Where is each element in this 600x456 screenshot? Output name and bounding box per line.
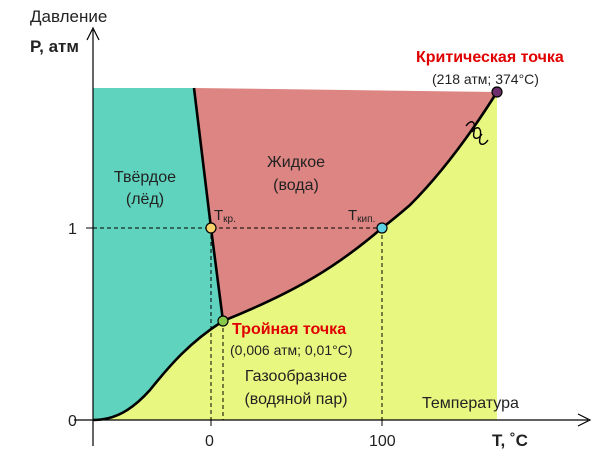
critical-point-title: Критическая точка bbox=[416, 49, 564, 66]
triple-point-title: Тройная точка bbox=[232, 321, 346, 338]
solid-region bbox=[93, 88, 223, 420]
gas-region bbox=[93, 92, 497, 420]
x-tick-label: 100 bbox=[369, 433, 396, 450]
y-axis-caption: Давление bbox=[30, 7, 107, 26]
critical-point-value: (218 атм; 374°C) bbox=[432, 71, 539, 87]
triple-point-value: (0,006 атм; 0,01°C) bbox=[230, 342, 353, 358]
liquid-region-label: Жидкое bbox=[267, 154, 325, 171]
y-tick-label: 0 bbox=[68, 413, 77, 430]
x-axis-arrow bbox=[577, 413, 592, 427]
x-tick-label: 0 bbox=[205, 433, 214, 450]
solid-region-label: Твёрдое bbox=[114, 169, 176, 186]
boiling-point-label: Tкип. bbox=[348, 207, 375, 225]
critical-point-marker bbox=[491, 86, 503, 98]
x-axis-label: T, ˚С bbox=[492, 431, 528, 450]
melting-point-label: Tкр. bbox=[214, 207, 236, 225]
solid-region-sublabel: (лёд) bbox=[126, 191, 164, 208]
y-axis-arrow bbox=[86, 26, 100, 41]
y-axis-label: P, атм bbox=[30, 37, 79, 56]
liquid-region bbox=[194, 88, 497, 321]
boiling-point-marker bbox=[376, 222, 388, 234]
gas-region-label: Газообразное bbox=[245, 368, 347, 385]
triple-point-marker bbox=[217, 315, 229, 327]
melting-point-marker bbox=[205, 222, 217, 234]
axis-break-mark bbox=[465, 121, 483, 139]
sublimation-curve bbox=[92, 319, 224, 422]
x-axis-caption: Температура bbox=[422, 395, 519, 412]
vaporization-curve bbox=[222, 91, 499, 323]
gas-region-sublabel: (водяной пар) bbox=[244, 391, 347, 408]
axis-break-mark bbox=[471, 127, 489, 145]
y-tick-label: 1 bbox=[68, 221, 77, 238]
liquid-region-sublabel: (вода) bbox=[273, 177, 319, 194]
